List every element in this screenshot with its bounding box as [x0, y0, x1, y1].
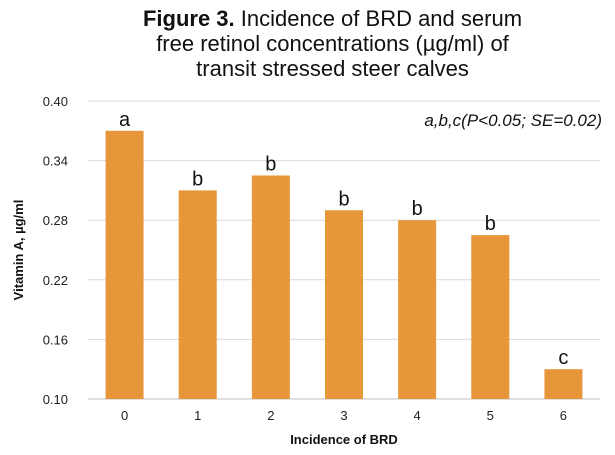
x-tick-label: 2: [267, 408, 274, 423]
x-tick-label: 6: [560, 408, 567, 423]
bar: [398, 220, 437, 399]
y-tick-label: 0.22: [43, 273, 68, 288]
title-line-3: transit stressed steer calves: [196, 56, 469, 81]
x-tick-labels: 0 1 2 3 4 5 6: [121, 408, 567, 423]
x-tick-label: 5: [487, 408, 494, 423]
y-axis-title: Vitamin A, µg/ml: [11, 200, 26, 301]
bar-significance-label: b: [338, 188, 349, 210]
title-line-2: free retinol concentrations (µg/ml) of: [156, 31, 509, 56]
x-tick-label: 3: [340, 408, 347, 423]
bar-significance-label: b: [265, 154, 276, 176]
bar: [544, 369, 583, 399]
y-tick-label: 0.40: [43, 94, 68, 109]
x-tick-label: 0: [121, 408, 128, 423]
bar-significance-label: a: [119, 109, 131, 131]
bar-significance-label: b: [485, 213, 496, 235]
bar: [178, 190, 217, 399]
title-line-1: Figure 3. Incidence of BRD and serum: [90, 6, 575, 31]
y-tick-label: 0.10: [43, 392, 68, 407]
bars: [105, 130, 583, 400]
x-tick-label: 4: [414, 408, 421, 423]
bar-significance-labels: a b b b b b c: [119, 109, 568, 369]
figure-label: Figure 3.: [142, 6, 235, 31]
y-tick-label: 0.28: [43, 213, 68, 228]
title-line-1-text: Incidence of BRD and serum: [240, 6, 523, 31]
bar: [251, 175, 290, 399]
chart-title: Figure 3. Incidence of BRD and serum fre…: [90, 6, 575, 81]
bar: [471, 235, 510, 399]
bar-significance-label: c: [558, 347, 568, 369]
bar: [105, 130, 144, 400]
x-tick-label: 1: [194, 408, 201, 423]
x-axis-title: Incidence of BRD: [290, 432, 398, 447]
y-tick-labels: 0.10 0.16 0.22 0.28 0.34 0.40: [43, 94, 68, 407]
bar-significance-label: b: [412, 198, 423, 220]
bar: [325, 210, 363, 399]
y-tick-label: 0.34: [43, 154, 68, 169]
bar-significance-label: b: [192, 168, 203, 190]
y-tick-label: 0.16: [43, 332, 68, 347]
significance-annotation: a,b,c(P<0.05; SE=0.02): [424, 111, 602, 130]
